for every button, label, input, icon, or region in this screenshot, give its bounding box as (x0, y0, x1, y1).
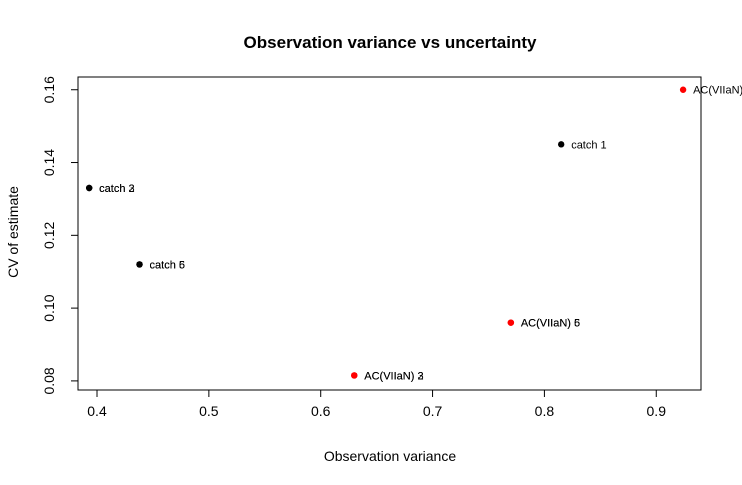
data-point (507, 319, 515, 326)
y-axis-label: CV of estimate (5, 186, 21, 278)
point-label: AC(VIIaN) (693, 85, 742, 97)
chart-title: Observation variance vs uncertainty (244, 33, 537, 52)
point-label: AC(VIIaN) 2 (364, 370, 423, 382)
y-axis: 0.08 0.10 0.12 0.14 0.16 (41, 76, 78, 395)
y-tick-label: 0.10 (41, 294, 57, 321)
x-tick-label: 0.4 (87, 403, 107, 419)
point-label: catch 2 (99, 183, 134, 195)
data-point (351, 372, 358, 379)
point-label: catch 1 (571, 139, 606, 151)
data-point (679, 86, 687, 93)
x-tick-label: 0.9 (647, 403, 667, 419)
x-tick-label: 0.5 (199, 403, 219, 419)
x-axis-label: Observation variance (324, 448, 457, 464)
point-label: AC(VIIaN) 6 (521, 318, 580, 330)
x-axis: 0.4 0.5 0.6 0.7 0.8 0.9 (87, 390, 666, 419)
y-tick-label: 0.16 (41, 76, 57, 103)
x-tick-label: 0.7 (423, 403, 443, 419)
data-point (557, 141, 565, 148)
plot-frame (77, 76, 702, 391)
y-tick-label: 0.14 (41, 149, 57, 176)
y-tick-label: 0.08 (41, 367, 57, 394)
x-tick-label: 0.8 (535, 403, 555, 419)
y-tick-label: 0.12 (41, 221, 57, 248)
point-label: catch 5 (150, 259, 185, 271)
data-point (85, 184, 93, 192)
point-label: AC(VIIaN) 3 (364, 370, 423, 382)
data-point (136, 261, 143, 268)
point-label: catch 3 (99, 183, 134, 195)
point-label: AC(VIIaN) 5 (521, 318, 580, 330)
x-tick-label: 0.6 (311, 403, 331, 419)
point-label: catch 6 (150, 259, 185, 271)
